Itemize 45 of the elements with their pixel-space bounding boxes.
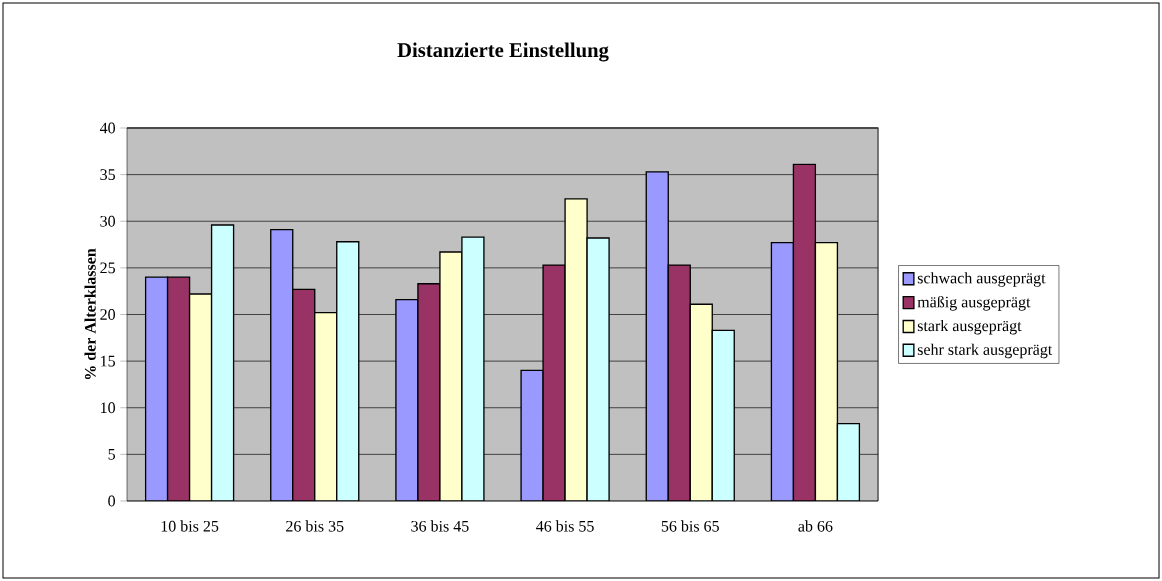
x-tick-label: 10 bis 25 [161,520,219,532]
bar [395,299,418,501]
bar [646,171,669,501]
bar [167,277,190,501]
bar [587,238,610,501]
y-tick-label: 0 [108,495,116,507]
bar [712,330,735,501]
y-tick-label: 35 [100,169,116,180]
bar [690,304,713,501]
y-axis-title: % der Alterklassen [84,248,96,380]
bar [189,293,212,501]
bar [668,265,691,501]
y-tick-label: 10 [101,402,116,414]
x-tick-label: 36 bis 45 [411,520,469,532]
y-tick-label: 25 [100,262,116,274]
bar [565,198,588,501]
bar [521,370,544,501]
bar [461,237,484,501]
bar [145,277,168,501]
x-tick-label: 46 bis 55 [536,520,594,532]
legend-label: stark ausgeprägt [917,319,1022,335]
bar [792,163,817,501]
bar [211,224,234,501]
bar [439,252,462,501]
x-tick-label: 26 bis 35 [286,520,344,532]
chart-title: Distanzierte Einstellung [397,42,609,62]
y-tick-label: 15 [101,355,116,367]
bar [292,289,315,501]
bar [314,312,337,501]
bar [814,242,839,501]
legend-label: mäßig ausgeprägt [917,295,1031,311]
y-tick-label: 40 [99,122,116,134]
bar [336,241,359,501]
x-tick-label: 56 bis 65 [661,520,719,532]
y-tick-label: 20 [100,309,116,320]
y-tick-label: 5 [108,449,116,460]
x-tick-label: ab 66 [798,520,833,532]
bar [770,242,795,501]
legend-label: sehr stark ausgeprägt [917,343,1053,359]
legend-label: schwach ausgeprägt [917,272,1046,287]
y-tick-label: 30 [100,215,116,227]
bar [836,422,861,501]
bar [543,265,566,501]
bar [417,283,440,501]
bar [270,229,293,501]
